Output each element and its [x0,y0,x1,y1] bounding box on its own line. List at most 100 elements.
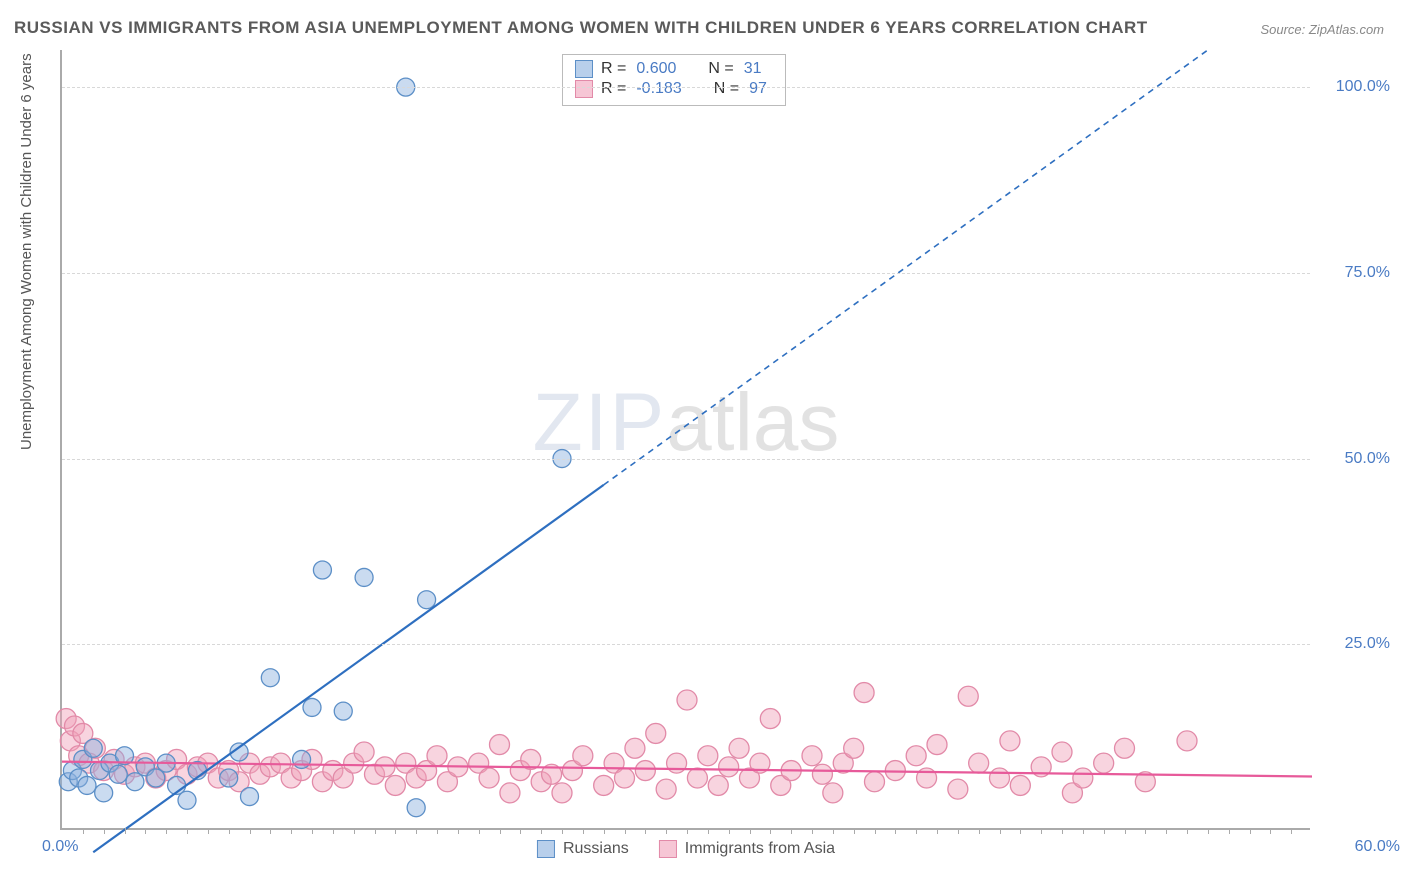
scatter-point [958,686,978,706]
scatter-point [500,783,520,803]
bottom-legend: Russians Immigrants from Asia [537,840,835,858]
scatter-point [109,765,127,783]
scatter-point [1052,742,1072,762]
xtick [312,828,313,834]
scatter-point [573,746,593,766]
bottom-swatch-blue [537,840,555,858]
xtick [562,828,563,834]
xtick [958,828,959,834]
xtick [854,828,855,834]
xtick [1208,828,1209,834]
xtick-left-label: 0.0% [42,838,78,856]
xtick [979,828,980,834]
xtick [916,828,917,834]
xtick [791,828,792,834]
scatter-point [719,757,739,777]
scatter-point [261,669,279,687]
scatter-point [854,683,874,703]
scatter-point [760,709,780,729]
xtick [875,828,876,834]
gridline [62,459,1310,460]
scatter-point [646,723,666,743]
scatter-point [677,690,697,710]
xtick [1270,828,1271,834]
xtick [541,828,542,834]
xtick [1125,828,1126,834]
scatter-point [698,746,718,766]
xtick [687,828,688,834]
scatter-point [594,775,614,795]
scatter-point [1177,731,1197,751]
scatter-point [1094,753,1114,773]
scatter-point [490,735,510,755]
xtick [437,828,438,834]
scatter-point [927,735,947,755]
scatter-point [354,742,374,762]
scatter-point [729,738,749,758]
xtick [479,828,480,834]
scatter-point [313,561,331,579]
scatter-point [84,739,102,757]
xtick [395,828,396,834]
gridline [62,87,1310,88]
xtick [229,828,230,834]
gridline [62,273,1310,274]
xtick [729,828,730,834]
scatter-point [990,768,1010,788]
xtick [458,828,459,834]
bottom-legend-pink: Immigrants from Asia [659,840,835,858]
scatter-point [334,702,352,720]
xtick [104,828,105,834]
scatter-point [969,753,989,773]
xtick [208,828,209,834]
ytick-label: 75.0% [1320,264,1390,282]
xtick [187,828,188,834]
y-axis-label: Unemployment Among Women with Children U… [18,53,35,450]
xtick [750,828,751,834]
xtick [1041,828,1042,834]
xtick [1187,828,1188,834]
scatter-point [178,791,196,809]
scatter-point [708,775,728,795]
scatter-point [656,779,676,799]
xtick [416,828,417,834]
scatter-point [823,783,843,803]
regression-line [93,485,603,852]
bottom-legend-blue: Russians [537,840,629,858]
xtick [625,828,626,834]
xtick [333,828,334,834]
ytick-label: 50.0% [1320,450,1390,468]
xtick [1145,828,1146,834]
scatter-point [418,591,436,609]
ytick-label: 25.0% [1320,635,1390,653]
xtick [375,828,376,834]
scatter-point [1115,738,1135,758]
xtick [250,828,251,834]
scatter-point [78,776,96,794]
scatter-point [427,746,447,766]
xtick [937,828,938,834]
xtick [770,828,771,834]
xtick [145,828,146,834]
scatter-point [293,750,311,768]
xtick [895,828,896,834]
xtick [291,828,292,834]
source-label: Source: ZipAtlas.com [1260,22,1384,37]
xtick [270,828,271,834]
bottom-label-pink: Immigrants from Asia [685,840,835,858]
xtick [604,828,605,834]
xtick [1250,828,1251,834]
plot-area: ZIPatlas R = 0.600 N = 31 R = -0.183 N =… [60,50,1310,830]
regression-line-dashed [604,50,1208,485]
xtick [500,828,501,834]
scatter-point [687,768,707,788]
xtick [812,828,813,834]
xtick [1229,828,1230,834]
scatter-point [303,698,321,716]
xtick [1062,828,1063,834]
scatter-point [241,788,259,806]
scatter-point [220,769,238,787]
xtick [1104,828,1105,834]
scatter-point [906,746,926,766]
scatter-point [375,757,395,777]
